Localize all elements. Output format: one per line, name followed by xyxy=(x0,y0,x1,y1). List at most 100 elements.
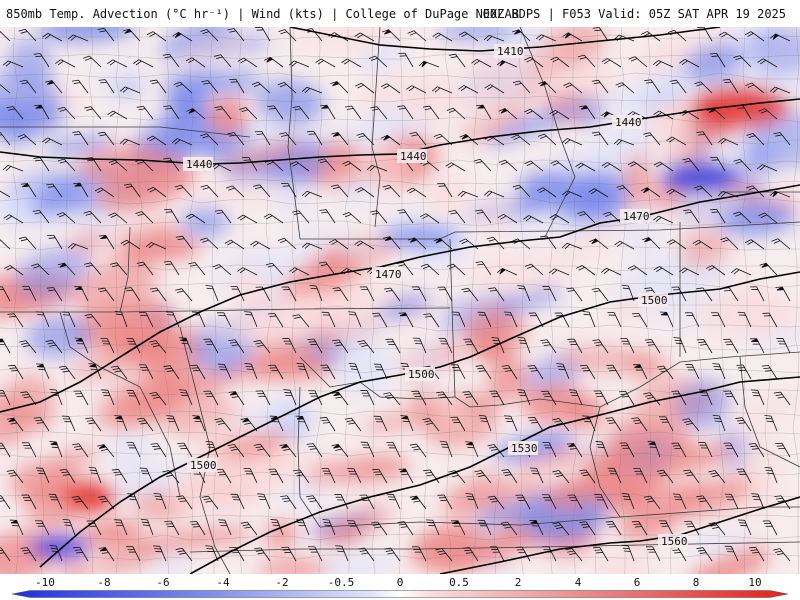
wind-barb xyxy=(748,443,765,458)
wind-barb xyxy=(600,267,622,276)
wind-barb xyxy=(720,237,739,250)
map-title: 850mb Temp. Advection (°C hr⁻¹) | Wind (… xyxy=(6,7,519,21)
wind-barb xyxy=(203,390,219,406)
wind-barb xyxy=(360,441,375,458)
wind-barb xyxy=(149,391,167,406)
wind-barb xyxy=(498,108,518,120)
advection-cell xyxy=(340,236,374,261)
wind-barb xyxy=(589,238,609,250)
wind-barb xyxy=(228,339,245,354)
wind-barb xyxy=(566,287,583,302)
wind-barb xyxy=(240,417,258,432)
wind-barb xyxy=(733,55,752,68)
advection-cell xyxy=(473,501,533,528)
wind-barb xyxy=(436,391,453,406)
wind-barb xyxy=(666,136,687,146)
wind-barb xyxy=(496,267,518,276)
wind-barb xyxy=(342,212,362,224)
wind-barb xyxy=(709,208,726,224)
wind-barb xyxy=(172,31,193,42)
wind-barb xyxy=(500,521,518,536)
wind-barb xyxy=(696,495,713,510)
wind-barb xyxy=(615,82,635,94)
legend-label: -2 xyxy=(275,576,288,589)
legend-label: 0 xyxy=(397,576,404,589)
wind-barb xyxy=(0,442,11,458)
wind-barb xyxy=(458,85,479,94)
wind-barb xyxy=(758,212,778,224)
wind-barb xyxy=(268,468,284,484)
wind-barb xyxy=(309,285,323,302)
wind-barb xyxy=(240,521,258,536)
wind-barb xyxy=(385,338,401,354)
wind-barb xyxy=(372,312,388,328)
wind-barb xyxy=(84,106,102,120)
wind-barb xyxy=(368,55,388,68)
advection-cell xyxy=(0,198,30,218)
wind-barb xyxy=(642,237,661,250)
wind-barb xyxy=(370,106,388,120)
advection-shading xyxy=(0,27,800,574)
wind-barb xyxy=(397,105,414,120)
wind-barb xyxy=(6,469,24,484)
wind-barb xyxy=(409,443,427,458)
wind-barb xyxy=(0,390,11,406)
wind-barb xyxy=(107,110,128,120)
wind-barb xyxy=(254,547,271,562)
contour-label-1470-a: 1470 xyxy=(375,268,402,281)
wind-barb xyxy=(613,139,635,146)
wind-barb xyxy=(607,467,622,484)
advection-cell xyxy=(425,177,469,214)
wind-barb xyxy=(354,187,375,198)
wind-barb xyxy=(85,417,102,432)
contour-label-1440-c: 1440 xyxy=(615,116,642,129)
wind-barb xyxy=(446,263,466,276)
advection-cell xyxy=(57,553,94,574)
wind-barb xyxy=(31,263,50,276)
wind-barb xyxy=(474,470,492,484)
wind-barb xyxy=(523,215,544,224)
wind-barb xyxy=(334,494,349,510)
wind-barb xyxy=(633,468,648,484)
wind-barb xyxy=(98,234,115,250)
wind-barb xyxy=(471,58,492,68)
wind-barb xyxy=(542,286,557,302)
wind-barb xyxy=(253,443,271,458)
wind-barb xyxy=(673,337,687,354)
wind-barb xyxy=(631,312,648,328)
wind-barb xyxy=(335,545,349,562)
wind-barb xyxy=(515,546,531,562)
wind-barb xyxy=(535,34,557,42)
wind-barb xyxy=(658,520,674,536)
wind-barb xyxy=(296,362,310,380)
wind-barb xyxy=(186,108,206,120)
wind-barb xyxy=(347,468,362,484)
wind-barb xyxy=(579,469,596,484)
wind-barb xyxy=(397,209,414,224)
wind-barb xyxy=(723,338,739,354)
wind-barb xyxy=(696,547,713,562)
wind-barb xyxy=(666,188,687,198)
wind-barb xyxy=(567,494,583,510)
wind-barb xyxy=(205,285,219,302)
wind-barb xyxy=(341,58,362,68)
color-legend: -10 -8 -6 -4 -2 -0.5 0 0.5 2 4 6 8 10 xyxy=(0,574,800,600)
wind-barb xyxy=(477,519,492,536)
wind-barb xyxy=(175,235,193,250)
wind-barb xyxy=(136,105,154,120)
wind-barb xyxy=(749,338,765,354)
wind-barb xyxy=(136,417,154,432)
wind-barb xyxy=(250,240,271,250)
wind-barb xyxy=(214,209,232,224)
wind-barb xyxy=(200,133,219,146)
wind-barb xyxy=(114,310,128,328)
advection-cell xyxy=(622,155,652,200)
wind-barb xyxy=(412,337,427,354)
wind-barb xyxy=(67,243,89,250)
wind-barb xyxy=(133,59,154,68)
wind-barb xyxy=(308,546,323,562)
wind-barb xyxy=(224,239,245,250)
wind-barb xyxy=(750,389,765,406)
wind-barb xyxy=(567,338,583,354)
wind-barb xyxy=(218,519,232,536)
